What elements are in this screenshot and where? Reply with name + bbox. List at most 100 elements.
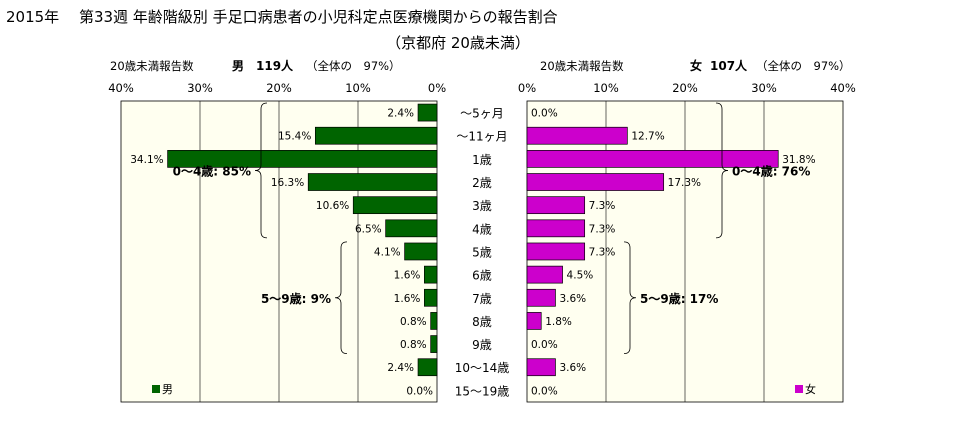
male-tick-label: 20% (266, 81, 292, 95)
male-bar (314, 126, 438, 145)
female-group-label: 0～4歳: 76% (732, 163, 810, 178)
male-bar (167, 150, 438, 168)
female-group-bracket (715, 102, 729, 239)
chart-subtitle: （京都府 20歳未満） (386, 34, 530, 52)
male-group-bracket (334, 241, 348, 355)
female-data-label: 0.0% (531, 108, 558, 120)
chart-title: 2015年 第33週 年齢階級別 手足口病患者の小児科定点医療機関からの報告割合 (6, 8, 558, 26)
male-group-label: 5～9歳: 9% (261, 291, 331, 306)
category-label: 9歳 (472, 338, 492, 352)
male-tick-label: 0% (428, 81, 446, 95)
female-data-label: 7.3% (589, 246, 616, 258)
female-header-name: 女 (690, 58, 702, 73)
male-header-count: 119人 (256, 58, 294, 73)
category-label: 15～19歳 (455, 384, 510, 398)
male-bar (430, 312, 438, 330)
male-data-label: 2.4% (387, 362, 414, 374)
male-bar (307, 173, 438, 191)
female-data-label: 17.3% (668, 177, 701, 189)
male-tick-label: 10% (345, 81, 371, 95)
male-age-group-brackets: 0～4歳: 85% 5～9歳: 9% (173, 102, 348, 355)
age-category-labels: ～5ヶ月 ～11ヶ月 1歳 2歳 3歳 4歳 5歳 6歳 7歳 8歳 9歳 10～14歳 15～19歳 (455, 107, 510, 399)
female-header-note: （全体の 97%） (756, 59, 851, 73)
male-data-label: 34.1% (130, 154, 163, 166)
category-label: 3歳 (472, 199, 492, 213)
male-bar (417, 103, 438, 122)
female-data-label: 1.8% (545, 316, 572, 328)
male-header-note: （全体の 97%） (306, 59, 401, 73)
male-data-label: 1.6% (394, 293, 421, 305)
female-bar (526, 242, 586, 261)
female-data-label: 0.0% (531, 339, 558, 351)
male-data-label: 0.8% (400, 339, 427, 351)
female-header-count: 107人 (710, 58, 748, 73)
category-label: 10～14歳 (455, 361, 510, 375)
female-axis-ticks: 0% 10% 20% 30% 40% (518, 81, 856, 95)
male-bar (430, 335, 438, 353)
category-label: ～5ヶ月 (460, 107, 504, 121)
female-data-label: 7.3% (589, 223, 616, 235)
male-data-label: 1.6% (394, 270, 421, 282)
female-bars: 0.0% 12.7% 31.8% 17.3% 7.3% 7.3% 7.3% 4.5% 3.6% 1… (526, 108, 816, 397)
female-group-bracket (623, 241, 637, 355)
female-data-label: 31.8% (782, 154, 815, 166)
male-data-label: 4.1% (374, 246, 401, 258)
male-tick-label: 40% (108, 81, 134, 95)
female-bar (526, 312, 542, 330)
male-bar (424, 265, 438, 284)
female-bar (526, 173, 665, 191)
male-data-label: 15.4% (278, 131, 311, 143)
female-tick-label: 20% (672, 81, 698, 95)
female-group-label: 5～9歳: 17% (640, 291, 718, 306)
category-label: ～11ヶ月 (456, 130, 507, 144)
male-data-label: 2.4% (387, 108, 414, 120)
male-legend-swatch (152, 385, 160, 393)
female-legend-label: 女 (805, 382, 816, 396)
female-panel: 0% 10% 20% 30% 40% 0.0% 12.7% 31.8% 17.3% 7.3% 7.… (518, 81, 856, 403)
male-header-label: 20歳未満報告数 (110, 59, 194, 73)
category-label: 7歳 (472, 292, 492, 306)
category-label: 8歳 (472, 315, 492, 329)
female-tick-label: 30% (751, 81, 777, 95)
female-tick-label: 0% (518, 81, 536, 95)
male-data-label: 16.3% (271, 177, 304, 189)
female-data-label: 3.6% (559, 362, 586, 374)
male-data-label: 0.0% (406, 385, 433, 397)
female-age-group-brackets: 0～4歳: 76% 5～9歳: 17% (623, 102, 810, 355)
male-bar (417, 358, 438, 377)
female-bar (526, 358, 556, 377)
category-label: 6歳 (472, 269, 492, 283)
category-label: 4歳 (472, 222, 492, 236)
female-bar (526, 196, 586, 215)
female-data-label: 4.5% (567, 270, 594, 282)
male-legend-label: 男 (162, 383, 173, 396)
female-tick-label: 10% (593, 81, 619, 95)
category-label: 2歳 (472, 176, 492, 190)
male-group-label: 0～4歳: 85% (173, 163, 251, 178)
category-label: 5歳 (472, 245, 492, 259)
male-bar (385, 219, 438, 238)
female-header-label: 20歳未満報告数 (540, 59, 624, 73)
female-data-label: 12.7% (631, 131, 664, 143)
female-bar (526, 126, 628, 145)
male-group-bracket (254, 102, 268, 239)
male-bars: 2.4% 15.4% 34.1% 16.3% 10.6% 6.5% 4.1% 1.6% 1.6%… (130, 103, 438, 397)
male-panel: 0% 10% 20% 30% 40% 2.4% 15.4% 34.1% 16.3% 10.6% 6… (108, 81, 446, 403)
female-tick-label: 40% (830, 81, 856, 95)
male-data-label: 6.5% (355, 223, 382, 235)
male-bar (424, 288, 438, 307)
female-data-label: 7.3% (589, 200, 616, 212)
male-data-label: 10.6% (316, 200, 349, 212)
female-legend-swatch (795, 385, 803, 393)
category-label: 1歳 (472, 153, 492, 167)
male-axis-ticks: 0% 10% 20% 30% 40% (108, 81, 446, 95)
male-header-name: 男 (232, 59, 244, 73)
female-data-label: 3.6% (559, 293, 586, 305)
male-data-label: 0.8% (400, 316, 427, 328)
male-tick-label: 30% (187, 81, 213, 95)
female-bar (526, 150, 779, 168)
female-bar (526, 219, 586, 238)
male-bar (352, 196, 438, 215)
female-bar (526, 265, 563, 284)
